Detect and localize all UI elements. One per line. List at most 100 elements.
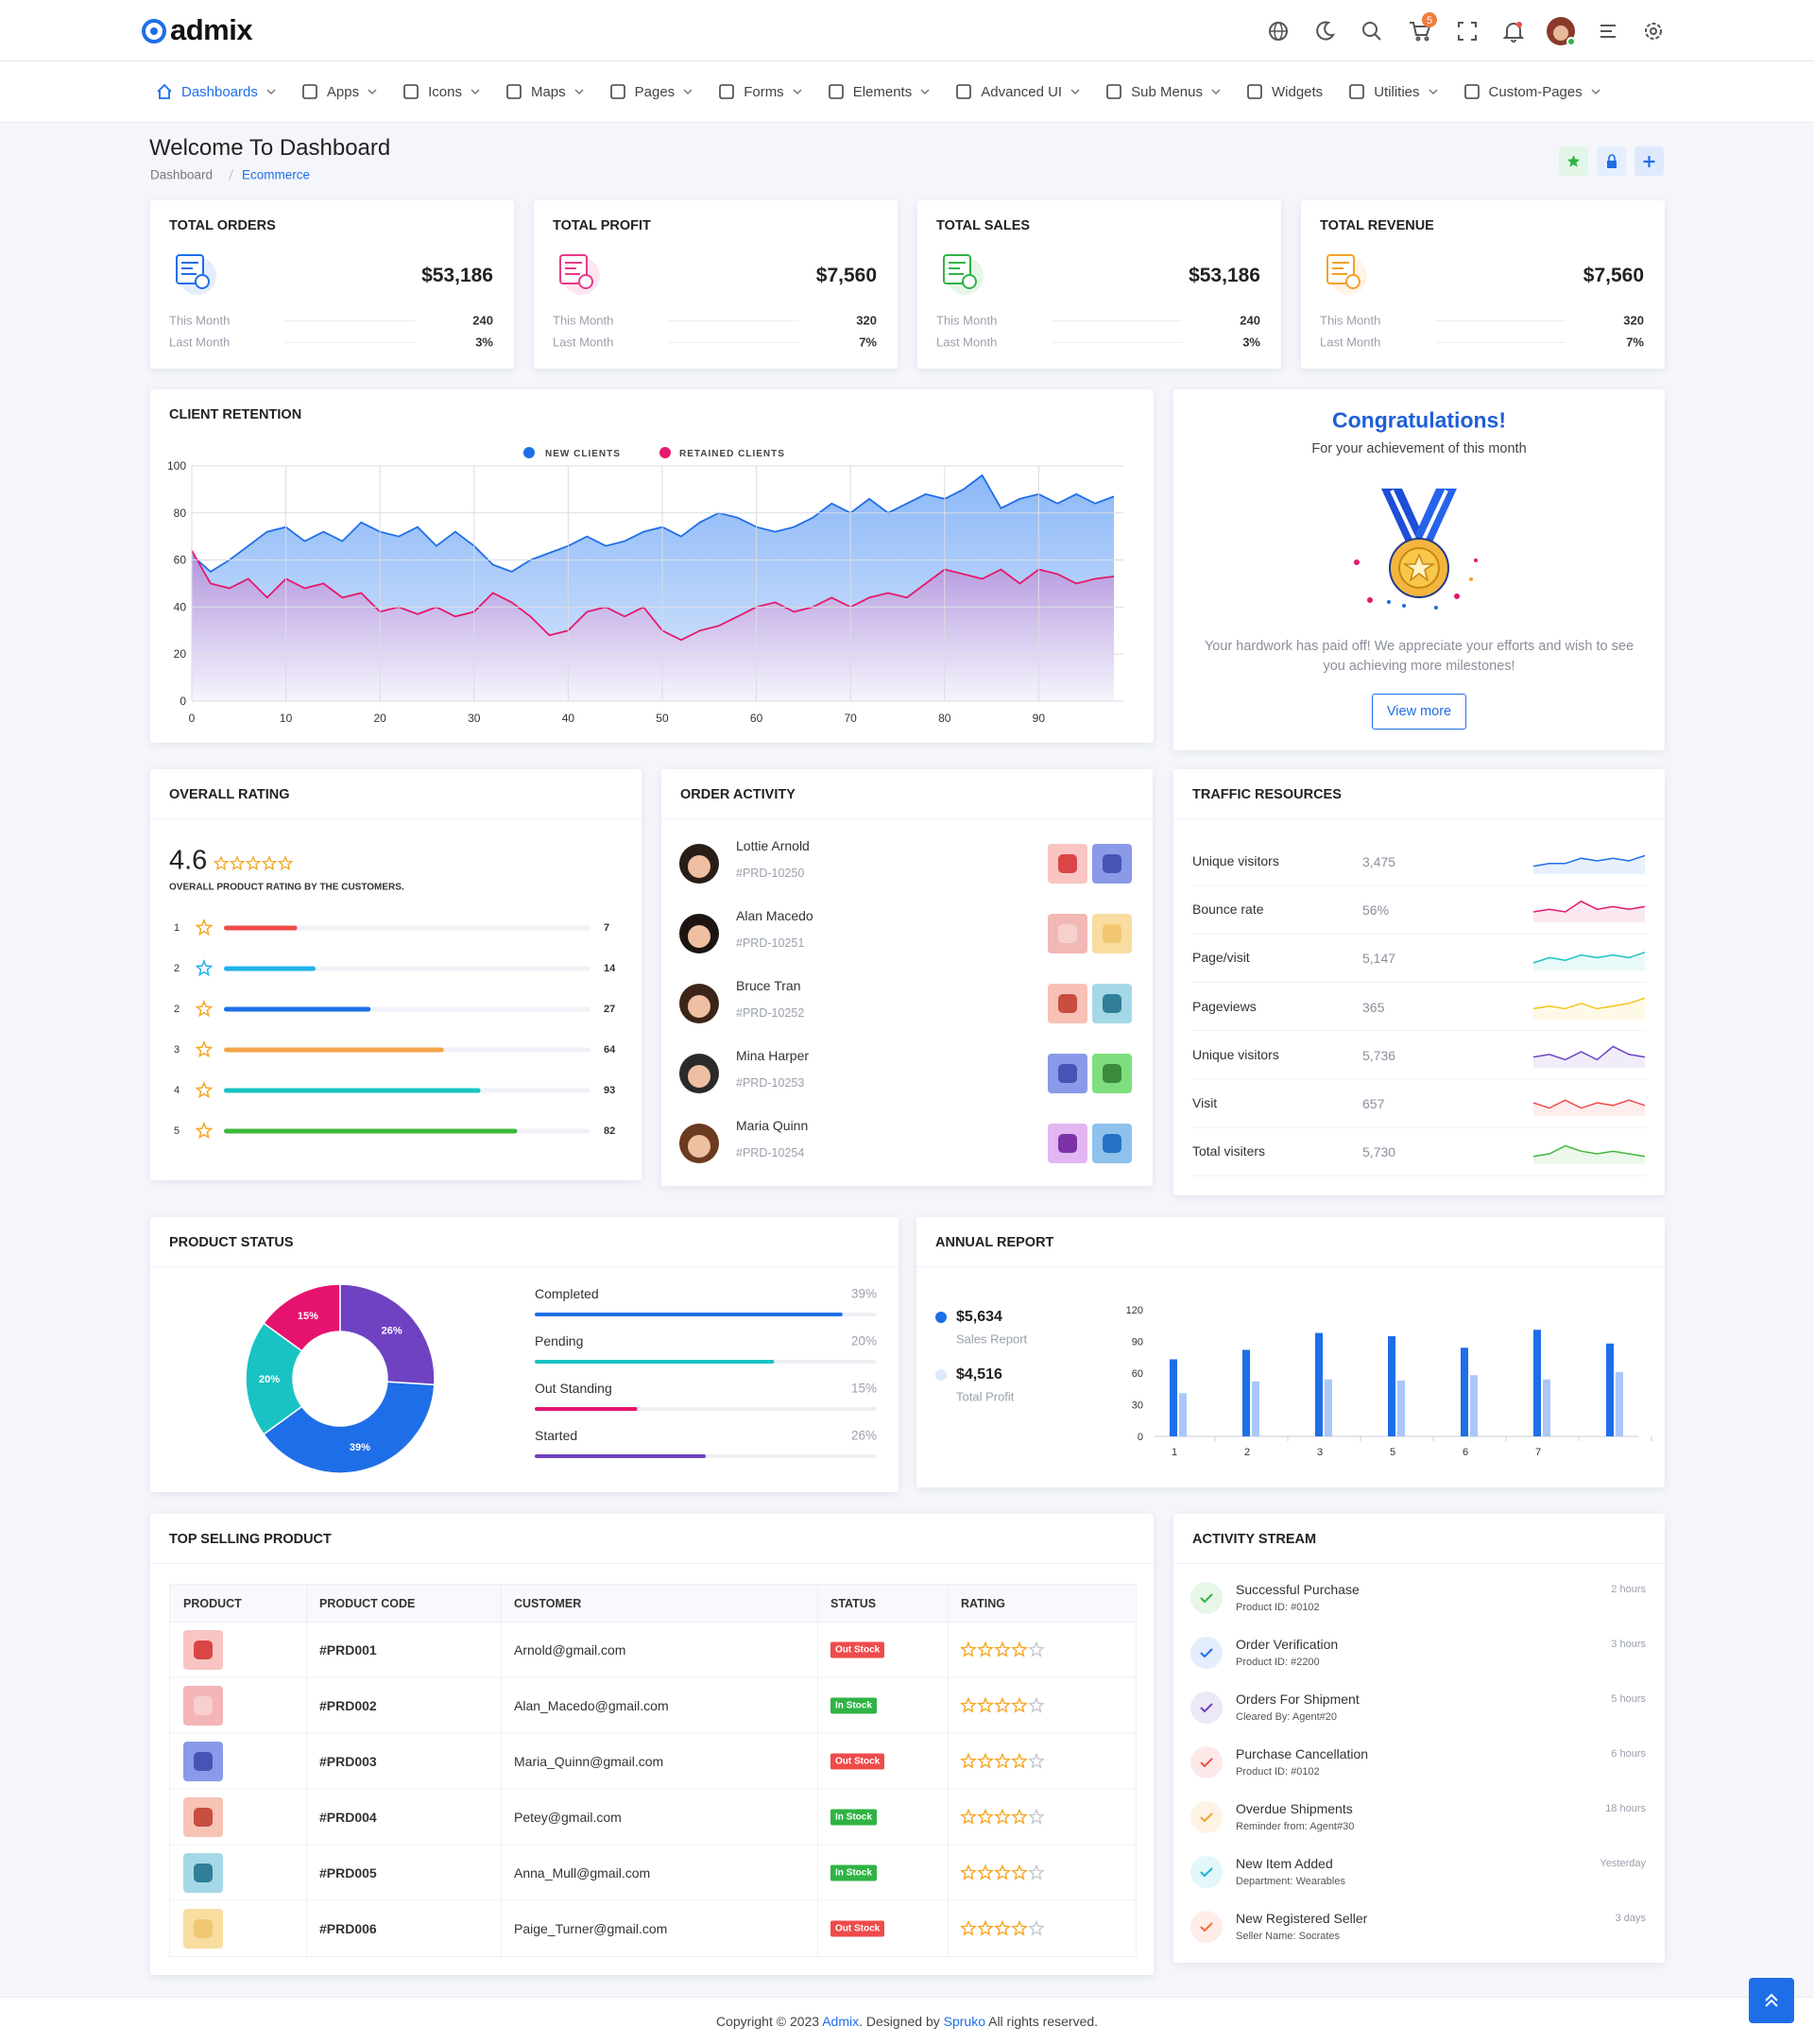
customer-email: Paige_Turner@gmail.com: [514, 1921, 668, 1936]
nav-icon: [157, 83, 172, 99]
stat-value: $7,560: [815, 265, 877, 286]
traffic-label: Bounce rate: [1192, 902, 1264, 918]
traffic-value: 5,736: [1362, 1047, 1396, 1063]
column-divider: [501, 1585, 502, 1956]
nav-item[interactable]: Forms: [718, 83, 802, 100]
card-title: TOTAL ORDERS: [169, 218, 276, 233]
legend-label: NEW CLIENTS: [545, 449, 621, 459]
customer-name: Maria Quinn: [736, 1118, 809, 1133]
y-tick-label: 100: [167, 459, 186, 472]
settings-icon: [1650, 27, 1657, 35]
rating-count: 93: [604, 1085, 616, 1096]
activity-title: New Registered Seller: [1236, 1911, 1368, 1926]
product-thumb-item: [194, 1808, 213, 1827]
nav-label: Sub Menus: [1131, 83, 1203, 100]
nav-chevron: [368, 89, 377, 95]
nav-item[interactable]: Utilities: [1348, 83, 1438, 100]
star: [1011, 1919, 1028, 1936]
stat-icon: [1326, 254, 1367, 295]
search-icon: [1362, 22, 1378, 37]
product-code: #PRD005: [319, 1865, 377, 1881]
slice-label: 15%: [298, 1311, 318, 1322]
nav-icon: [609, 84, 625, 99]
scroll-top-icon: [1765, 1993, 1778, 2007]
card: ACTIVITY STREAM Successful Purchase Produc…: [1173, 1514, 1665, 1963]
product-thumb-item: [1103, 1064, 1121, 1083]
avatar-face: [688, 995, 710, 1018]
avatar-face: [688, 1065, 710, 1088]
rating-bar: [224, 1128, 518, 1134]
nav-item[interactable]: Icons: [402, 83, 480, 100]
stat-label: This Month: [553, 313, 614, 328]
bar: [1461, 1348, 1468, 1436]
nav-icon: [506, 84, 522, 99]
progress-bar: [535, 1313, 843, 1316]
activity-title: Overdue Shipments: [1236, 1801, 1353, 1816]
nav-item[interactable]: Elements: [828, 83, 931, 100]
star: [1011, 1864, 1028, 1881]
nav-item[interactable]: Maps: [505, 83, 584, 100]
order-id: #PRD-10250: [736, 867, 805, 880]
nav-chevron: [574, 89, 584, 95]
activity-time: 3 days: [1615, 1913, 1646, 1924]
nav-item[interactable]: Advanced UI: [955, 83, 1080, 100]
nav-chevron: [683, 89, 693, 95]
nav-chevron: [1591, 89, 1600, 95]
footer-link[interactable]: Admix: [822, 2014, 860, 2029]
nav-item[interactable]: Dashboards: [156, 83, 276, 100]
star: [1028, 1752, 1045, 1769]
x-tick-label: 60: [750, 712, 763, 725]
star: [1011, 1752, 1028, 1769]
rating-stars: [960, 1696, 1045, 1713]
stat-icon: [176, 254, 216, 295]
rating-stars: [960, 1752, 1045, 1769]
traffic-label: Total visiters: [1192, 1143, 1266, 1159]
bar: [1252, 1381, 1259, 1436]
card-divider: [1173, 818, 1665, 819]
activity-glyph: [1200, 1812, 1213, 1823]
card-title: CLIENT RETENTION: [169, 407, 302, 422]
nav-icon: [719, 84, 734, 99]
slice-label: 39%: [350, 1442, 370, 1453]
nav-label: Utilities: [1374, 83, 1420, 100]
x-tick-label: 20: [374, 712, 387, 725]
card: Congratulations! For your achievement of …: [1173, 389, 1665, 750]
card-title: OVERALL RATING: [169, 787, 290, 802]
footer-link[interactable]: Spruko: [943, 2014, 985, 2029]
card: OVERALL RATING 4.6 OVERALL PRODUCT RATING …: [150, 769, 642, 1180]
nav-item[interactable]: Sub Menus: [1105, 83, 1221, 100]
stat-row-value: 240: [1240, 313, 1260, 328]
legend-swatch: [935, 1369, 947, 1381]
cart-count: 5: [1427, 15, 1432, 26]
confetti: [1387, 600, 1391, 604]
activity-icon: [1190, 1582, 1223, 1614]
nav-item[interactable]: Pages: [609, 83, 693, 100]
product-code: #PRD002: [319, 1698, 377, 1713]
activity-detail: Department: Wearables: [1236, 1876, 1345, 1887]
nav-bar: Dashboards Apps Icons Maps Pages Forms Element…: [0, 61, 1814, 123]
traffic-value: 5,730: [1362, 1144, 1396, 1160]
card-divider: [150, 1563, 1154, 1564]
footer-text: All rights reserved.: [984, 2014, 1099, 2029]
star: [960, 1808, 977, 1825]
bar: [1397, 1380, 1405, 1436]
stat-row-value: 7%: [859, 335, 877, 350]
rating-caption: OVERALL PRODUCT RATING BY THE CUSTOMERS.: [169, 882, 404, 893]
customer-email: Maria_Quinn@gmail.com: [514, 1754, 664, 1769]
nav-item[interactable]: Custom-Pages: [1463, 83, 1600, 100]
view-more-button[interactable]: View more: [1372, 694, 1466, 730]
card: TRAFFIC RESOURCES Unique visitors 3,475 Bou…: [1173, 769, 1665, 1195]
traffic-value: 5,147: [1362, 951, 1396, 967]
congrats-subtitle: For your achievement of this month: [1311, 441, 1527, 456]
nav-items: Dashboards Apps Icons Maps Pages Forms Element…: [156, 61, 1600, 122]
rating-row-label: 3: [173, 1044, 180, 1056]
activity-glyph: [1200, 1703, 1213, 1713]
legend-swatch: [659, 447, 671, 458]
scroll-top-button[interactable]: [1749, 1978, 1794, 2023]
bar: [1533, 1330, 1541, 1436]
activity-detail: Product ID: #2200: [1236, 1657, 1320, 1668]
rating-score: 4.6: [169, 845, 208, 876]
nav-item[interactable]: Widgets: [1246, 83, 1323, 100]
nav-item[interactable]: Apps: [301, 83, 377, 100]
product-thumb-item: [194, 1919, 213, 1938]
